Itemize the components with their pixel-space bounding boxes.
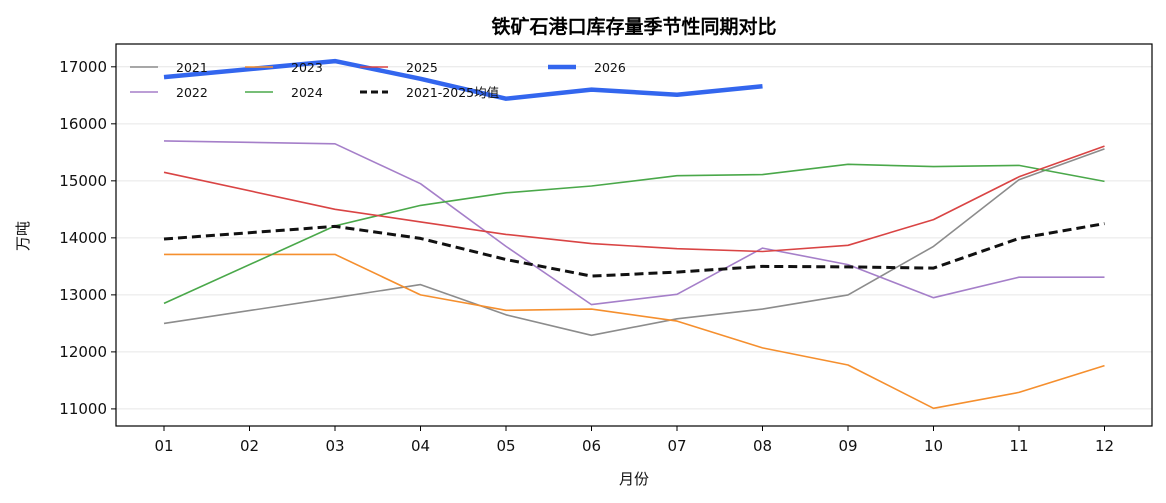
legend-label: 2021 [176,60,208,75]
x-tick-label: 01 [154,437,173,455]
legend-label: 2025 [406,60,438,75]
series-line-2022 [163,140,1105,306]
legend: 2021 2022 2023 2024 2025 2026 2021-2025均值 [130,60,626,100]
x-axis-label: 月份 [619,470,649,488]
series-line-2021 [163,148,1105,337]
x-tick-label: 12 [1095,437,1114,455]
legend-label: 2026 [594,60,626,75]
y-axis-label: 万吨 [14,221,32,251]
x-tick-label: 03 [325,437,344,455]
series-line-2023 [164,253,1105,410]
chart-title: 铁矿石港口库存量季节性同期对比 [491,15,776,38]
legend-label: 2021-2025均值 [406,85,499,100]
x-tick-label: 10 [924,437,943,455]
legend-label: 2024 [291,85,323,100]
x-tick-label: 04 [411,437,430,455]
x-tick-label: 11 [1009,437,1028,455]
plot-frame [115,43,1153,427]
series-line-2024 [163,163,1105,305]
y-tick-label: 14000 [59,229,107,247]
series-lines [163,58,1105,410]
y-tick-label: 13000 [59,286,107,304]
y-tick-label: 17000 [59,58,107,76]
axes: 11000 12000 13000 14000 15000 16000 17000 01 02 0… [59,58,1114,455]
x-tick-label: 08 [753,437,772,455]
x-tick-label: 05 [496,437,515,455]
legend-label: 2022 [176,85,208,100]
x-tick-label: 09 [838,437,857,455]
legend-label: 2023 [291,60,323,75]
x-tick-label: 02 [240,437,259,455]
series-line-2021-2025均值 [163,222,1105,278]
grid-lines [116,66,1152,410]
y-tick-label: 15000 [59,172,107,190]
series-line-2025 [163,145,1105,253]
series-line-2026 [163,58,763,101]
y-tick-label: 11000 [59,400,107,418]
x-tick-label: 06 [582,437,601,455]
x-tick-label: 07 [667,437,686,455]
y-tick-label: 16000 [59,115,107,133]
y-tick-label: 12000 [59,343,107,361]
